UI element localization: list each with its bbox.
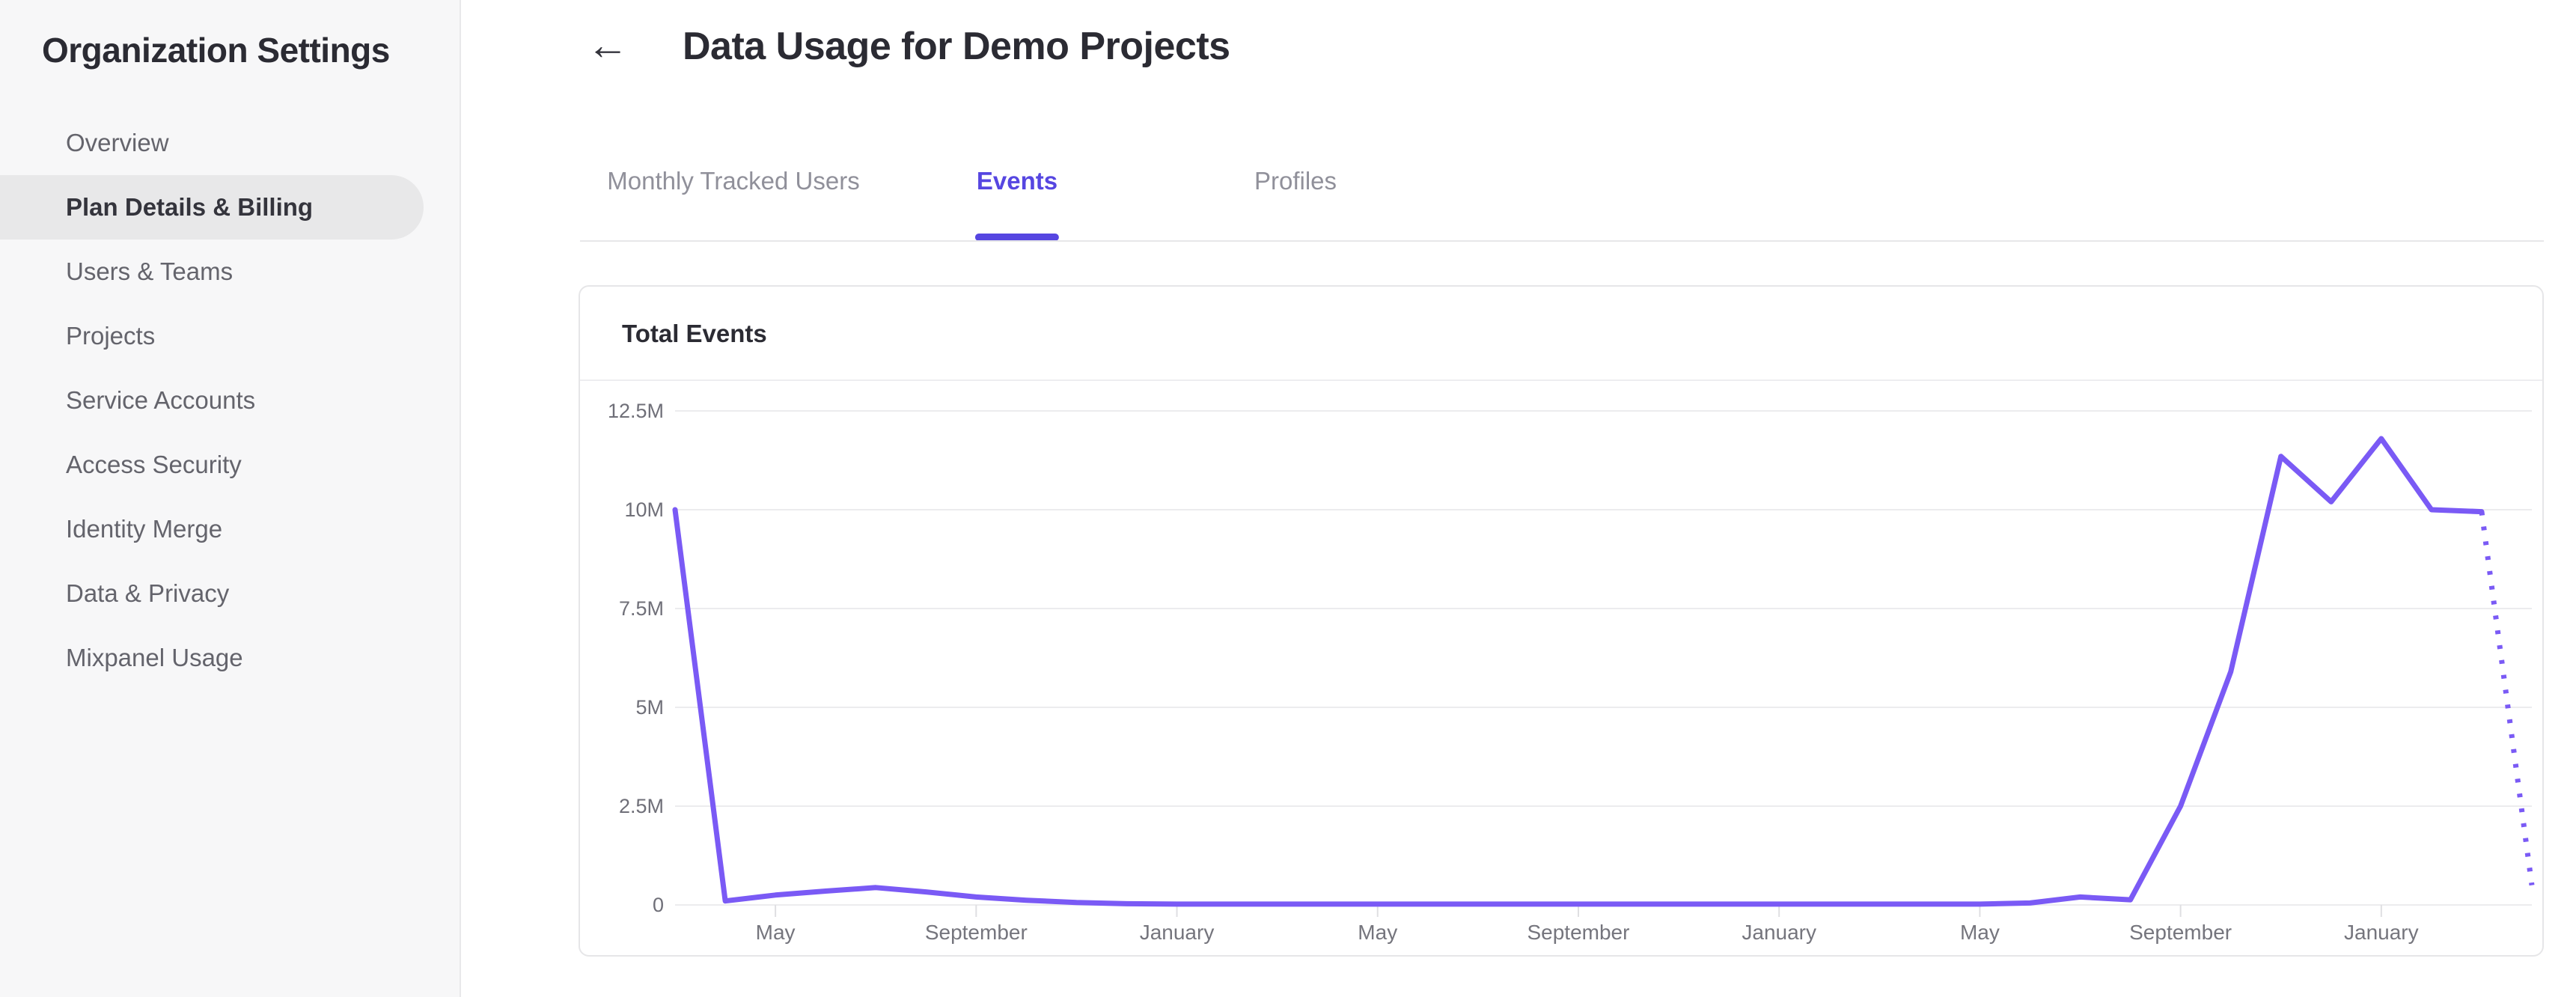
x-axis-tick-label: January <box>2344 921 2419 944</box>
sidebar-title: Organization Settings <box>42 31 390 70</box>
card-header: Total Events <box>580 287 2542 381</box>
y-axis-tick-label: 12.5M <box>608 400 664 422</box>
sidebar-item-identity-merge[interactable]: Identity Merge <box>66 515 223 543</box>
x-axis-tick-label: May <box>756 921 796 944</box>
chart-title: Total Events <box>622 320 767 347</box>
tab-events[interactable]: Events <box>974 167 1060 241</box>
sidebar-item-service-accounts[interactable]: Service Accounts <box>66 386 256 414</box>
total-events-card: Total Events 12.5M 10M 7.5M 5M 2.5M 0 May Septe… <box>579 285 2544 957</box>
x-axis-tick-label: May <box>1960 921 2000 944</box>
x-axis-tick-label: September <box>2129 921 2232 944</box>
sidebar-item-mixpanel-usage[interactable]: Mixpanel Usage <box>66 644 243 671</box>
y-axis-tick-label: 5M <box>635 696 664 719</box>
tab-bar: Monthly Tracked Users Events Profiles <box>0 166 2576 242</box>
page-title: Data Usage for Demo Projects <box>683 25 1230 68</box>
sidebar-item-access-security[interactable]: Access Security <box>66 451 242 478</box>
x-axis-tick-label: May <box>1358 921 1397 944</box>
back-arrow-icon[interactable]: ← <box>587 21 629 68</box>
total-events-line <box>672 436 2485 907</box>
y-axis-tick-label: 7.5M <box>619 597 664 620</box>
y-axis-tick-label: 2.5M <box>619 795 664 817</box>
sidebar-nav: Overview Plan Details & Billing Users & Te… <box>0 111 460 690</box>
tab-profiles[interactable]: Profiles <box>1254 167 1337 195</box>
x-axis-tick-label: January <box>1140 921 1215 944</box>
tab-monthly-tracked-users[interactable]: Monthly Tracked Users <box>607 167 860 195</box>
sidebar-item-data-privacy[interactable]: Data & Privacy <box>66 579 230 607</box>
tab-bar-divider <box>580 240 2544 242</box>
sidebar-item-overview[interactable]: Overview <box>66 129 169 156</box>
gridlines <box>675 410 2532 906</box>
y-axis-tick-label: 10M <box>624 498 664 521</box>
total-events-line-projected-dotted <box>2479 511 2535 886</box>
x-axis-tick-label: September <box>1527 921 1629 944</box>
sidebar: Organization Settings Overview Plan Detai… <box>0 0 461 997</box>
x-axis-tick-label: January <box>1742 921 1816 944</box>
y-axis-tick-label: 0 <box>653 894 664 916</box>
sidebar-item-projects[interactable]: Projects <box>66 322 156 350</box>
sidebar-item-users-teams[interactable]: Users & Teams <box>66 257 234 285</box>
y-axis-labels: 12.5M 10M 7.5M 5M 2.5M 0 <box>608 400 664 916</box>
sidebar-item-plan-details-billing[interactable]: Plan Details & Billing <box>0 175 424 240</box>
x-axis: May September January May September January Ma… <box>756 905 2419 944</box>
total-events-chart: 12.5M 10M 7.5M 5M 2.5M 0 May September January Ma… <box>580 381 2542 955</box>
x-axis-tick-label: September <box>925 921 1028 944</box>
